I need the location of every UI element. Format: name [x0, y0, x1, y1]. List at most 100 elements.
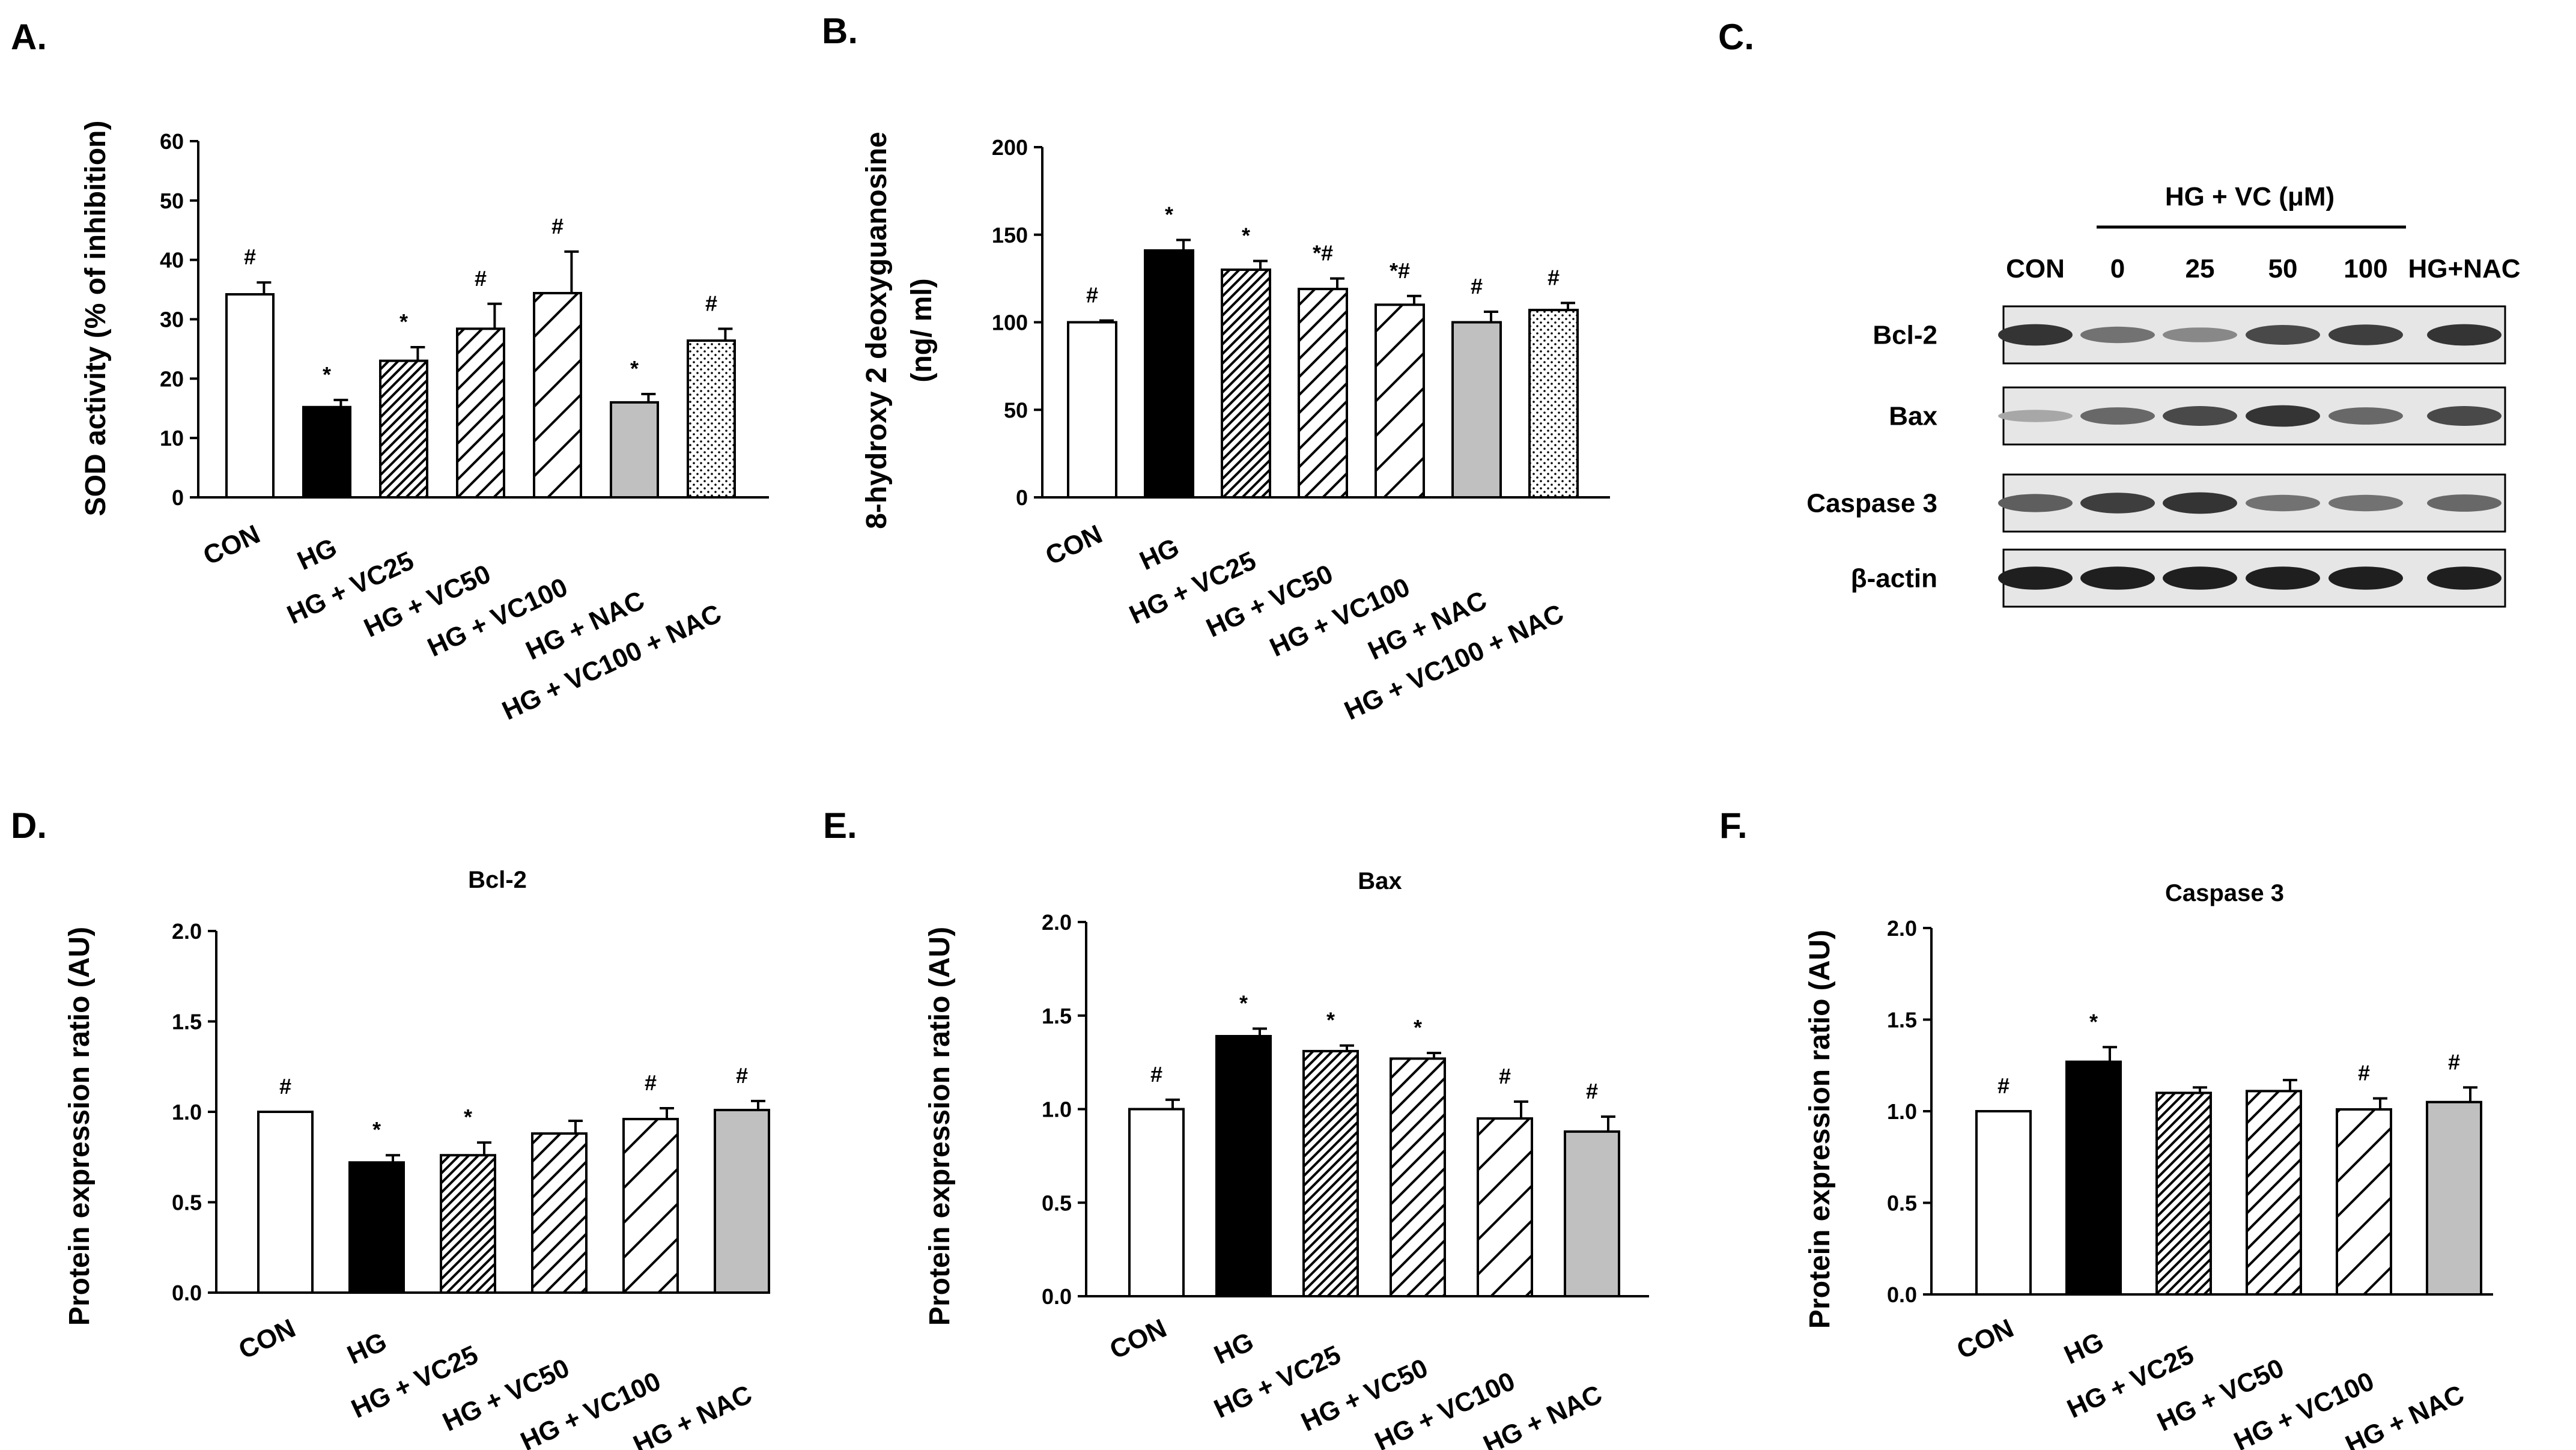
bar-2	[1144, 249, 1194, 499]
blot-row-label: β-actin	[1851, 564, 1937, 593]
y-tick-label: 0.0	[1887, 1282, 1917, 1307]
y-tick-label: 1.5	[172, 1010, 202, 1034]
category-label: CON	[199, 520, 264, 571]
y-tick-label: 0.5	[1887, 1191, 1917, 1216]
blot-band	[2427, 324, 2502, 346]
significance-mark: *	[464, 1105, 472, 1129]
panel-label-a: A.	[11, 17, 47, 57]
y-tick-label: 1.5	[1042, 1004, 1072, 1028]
category-label: CON	[234, 1314, 300, 1365]
bar-6	[610, 401, 659, 499]
bar-3	[1221, 268, 1271, 499]
blot-lane-label: 100	[2344, 254, 2387, 284]
bar-1	[225, 293, 275, 499]
significance-mark: *	[2089, 1009, 2098, 1034]
blot-lane-label: 0	[2110, 254, 2125, 284]
blot-band	[2080, 407, 2155, 425]
blot-band	[2246, 405, 2320, 427]
chart-title-bax: Bax	[1358, 868, 1402, 894]
significance-mark: *	[1414, 1015, 1422, 1040]
bar-5	[533, 292, 582, 499]
bar-6	[1451, 321, 1502, 499]
bar-7	[687, 339, 736, 499]
bar-5	[1375, 303, 1425, 499]
blot-band	[2427, 566, 2502, 590]
category-label: HG	[1135, 533, 1184, 576]
blot-band	[1998, 566, 2073, 590]
y-tick-label: 50	[1004, 398, 1028, 422]
bar-5	[622, 1118, 679, 1294]
significance-mark: *	[399, 309, 408, 334]
blot-band	[1998, 324, 2073, 346]
y-axis-title-e: Protein expression ratio (AU)	[924, 927, 956, 1326]
blot-band	[2427, 406, 2502, 426]
y-tick-label: 0.5	[172, 1191, 202, 1215]
panel-label-d: D.	[11, 805, 47, 846]
blot-band	[2246, 566, 2320, 590]
bar-2	[1215, 1035, 1272, 1297]
blot-band	[2080, 493, 2155, 514]
y-tick-label: 1.5	[1887, 1008, 1917, 1033]
blot-band	[2163, 327, 2237, 342]
significance-mark: #	[1548, 265, 1560, 290]
significance-mark: *	[1242, 223, 1250, 247]
significance-mark: *	[323, 362, 331, 387]
y-axis-title-b: 8-hydroxy 2 deoxyguanosine	[861, 132, 893, 529]
bar-3	[440, 1154, 496, 1294]
y-tick-label: 0	[172, 485, 184, 510]
significance-mark: *#	[1390, 258, 1410, 283]
bar-6	[2426, 1100, 2482, 1296]
blot-band	[2328, 324, 2403, 345]
significance-mark: #	[1997, 1073, 2009, 1098]
blot-band	[1998, 410, 2073, 422]
bar-1	[1067, 321, 1117, 499]
bar-5	[2336, 1108, 2392, 1296]
y-tick-label: 1.0	[172, 1100, 202, 1124]
bar-1	[1128, 1108, 1185, 1297]
y-tick-label: 50	[160, 189, 184, 213]
bar-6	[714, 1108, 770, 1294]
blot-row-label: Bcl-2	[1873, 321, 1937, 350]
bar-6	[1564, 1130, 1620, 1297]
chart-e-bax: 0.00.51.01.52.0#CON*HG*HG + VC25*HG + VC…	[1042, 910, 1649, 1450]
blot-lane-label: 50	[2268, 254, 2298, 284]
panel-label-f: F.	[1719, 805, 1748, 846]
blot-band	[1998, 494, 2073, 512]
y-axis-title-d: Protein expression ratio (AU)	[64, 927, 96, 1326]
y-tick-label: 20	[160, 366, 184, 391]
bar-4	[531, 1132, 588, 1294]
y-tick-label: 1.0	[1042, 1097, 1072, 1122]
blot-band	[2328, 566, 2403, 590]
blot-lane-label: HG+NAC	[2408, 254, 2520, 284]
bar-3	[1302, 1049, 1359, 1298]
y-tick-label: 0.0	[1042, 1284, 1072, 1309]
y-tick-label: 60	[160, 129, 184, 154]
bar-4	[2246, 1090, 2302, 1296]
y-tick-label: 10	[160, 426, 184, 450]
blot-row-label: Bax	[1889, 402, 1937, 431]
significance-mark: #	[1150, 1062, 1162, 1087]
blot-band	[2163, 492, 2237, 514]
chart-title-bcl2: Bcl-2	[468, 867, 527, 893]
significance-mark: #	[2448, 1049, 2460, 1074]
y-tick-label: 0	[1016, 485, 1028, 510]
blot-band	[2246, 494, 2320, 512]
significance-mark: #	[551, 214, 564, 238]
blot-row-label: Caspase 3	[1806, 489, 1937, 518]
category-label: CON	[1105, 1314, 1171, 1365]
blot-group-label: HG + VC (μM)	[2165, 182, 2334, 211]
y-tick-label: 100	[992, 311, 1028, 335]
bar-4	[456, 327, 505, 499]
blot-band	[2427, 494, 2502, 512]
blot-lane-label: 25	[2186, 254, 2215, 284]
significance-mark: *	[372, 1117, 381, 1142]
y-tick-label: 30	[160, 308, 184, 332]
y-axis-title-a: SOD activity (% of inhibition)	[80, 121, 112, 517]
significance-mark: #	[1086, 283, 1098, 308]
bar-4	[1390, 1057, 1446, 1298]
bar-2	[348, 1161, 405, 1294]
